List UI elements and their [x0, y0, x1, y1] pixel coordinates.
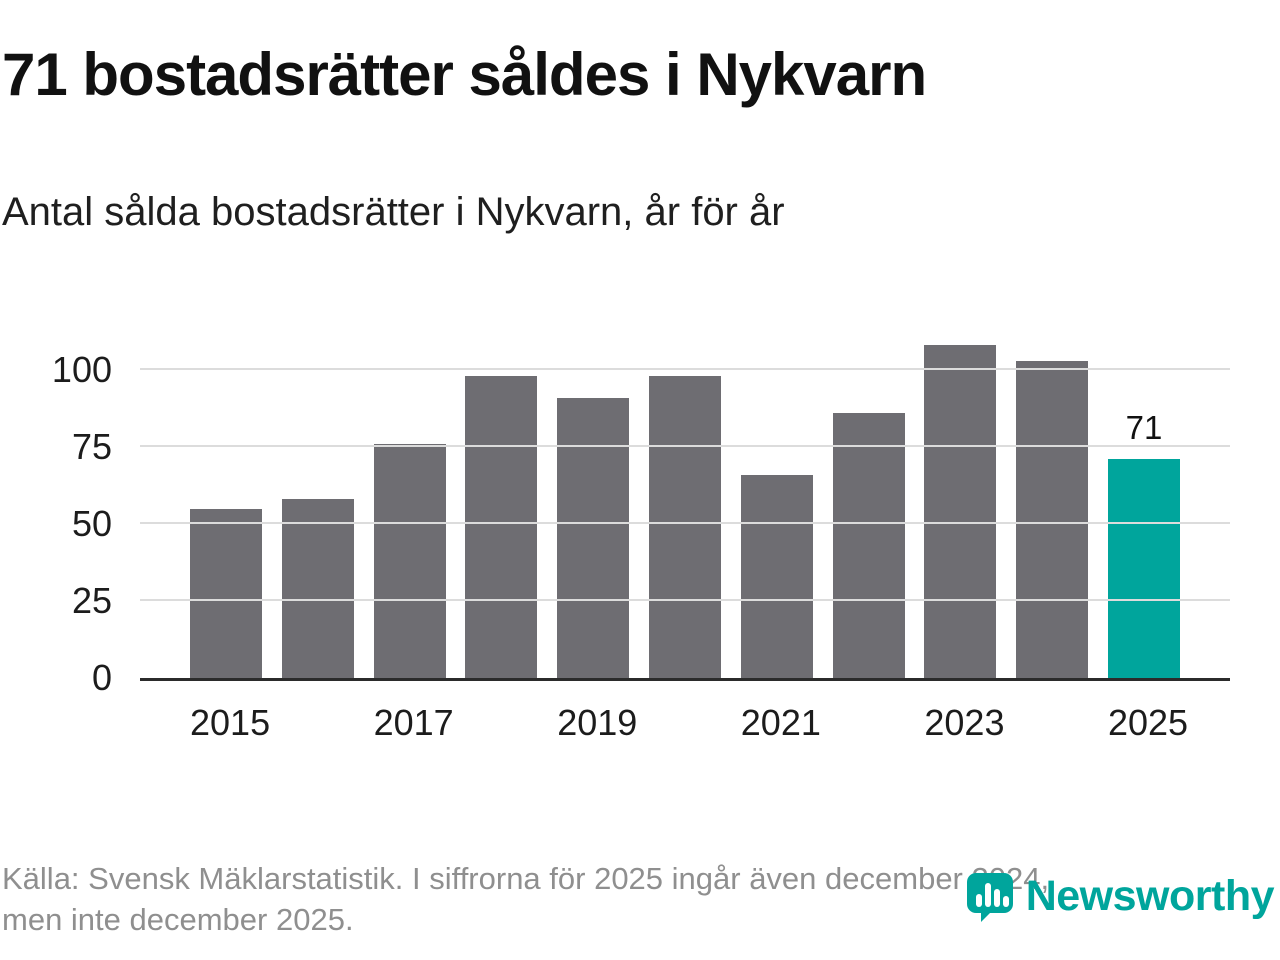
x-tick-2015: 2015: [190, 702, 271, 743]
gridline-75: [140, 445, 1230, 448]
gridline-100: [140, 368, 1230, 371]
x-axis: 2015 2017 2019 2021 2023 2025: [140, 702, 1230, 744]
x-tick-2016: [282, 702, 354, 744]
y-tick-75: 75: [71, 426, 112, 468]
x-tick-2018: [465, 702, 537, 744]
y-tick-25: 25: [71, 580, 112, 622]
gridline-50: [140, 522, 1230, 525]
source-note: Källa: Svensk Mäklarstatistik. I siffror…: [2, 859, 1049, 940]
x-tick-2025: 2025: [1107, 702, 1189, 743]
bar-2022: [832, 413, 905, 678]
bar-2023: [924, 345, 997, 678]
x-tick-2021: 2021: [740, 702, 821, 743]
x-tick-2017: 2017: [373, 702, 454, 743]
x-tick-2023: 2023: [924, 702, 1005, 743]
x-tick-2022: [833, 702, 905, 744]
bar-2018: [465, 376, 538, 678]
bar-2025: 71: [1107, 409, 1180, 678]
bar-2017: [373, 443, 446, 678]
plot-area: 0 25 50 75 100 71: [52, 330, 1230, 696]
y-axis: 0 25 50 75 100: [2, 330, 112, 696]
x-tick-2020: [649, 702, 721, 744]
y-tick-100: 100: [51, 349, 112, 391]
newsworthy-logo-icon: [966, 873, 1013, 922]
bar-2020: [648, 376, 721, 678]
newsworthy-logo: Newsworthy: [964, 870, 1275, 922]
bar-2015: [190, 508, 262, 678]
y-tick-0: 0: [91, 657, 112, 698]
bar-2019: [557, 397, 630, 678]
source-line-1: Källa: Svensk Mäklarstatistik. I siffror…: [2, 861, 1050, 897]
highlight-value-label: 71: [1125, 409, 1163, 447]
x-tick-2019: 2019: [557, 702, 638, 743]
y-tick-50: 50: [71, 503, 112, 545]
page-title: 71 bostadsrätter såldes i Nykvarn: [2, 41, 927, 108]
newsworthy-wordmark: Newsworthy: [1025, 871, 1275, 920]
bar-2016: [281, 499, 354, 678]
x-tick-2024: [1016, 702, 1088, 744]
bar-2021: [740, 474, 813, 678]
gridline-25: [140, 599, 1230, 602]
source-line-2: men inte december 2025.: [2, 901, 354, 937]
chart-subtitle: Antal sålda bostadsrätter i Nykvarn, år …: [2, 190, 785, 234]
bars: 71: [140, 330, 1230, 678]
bar-2024: [1016, 360, 1089, 678]
